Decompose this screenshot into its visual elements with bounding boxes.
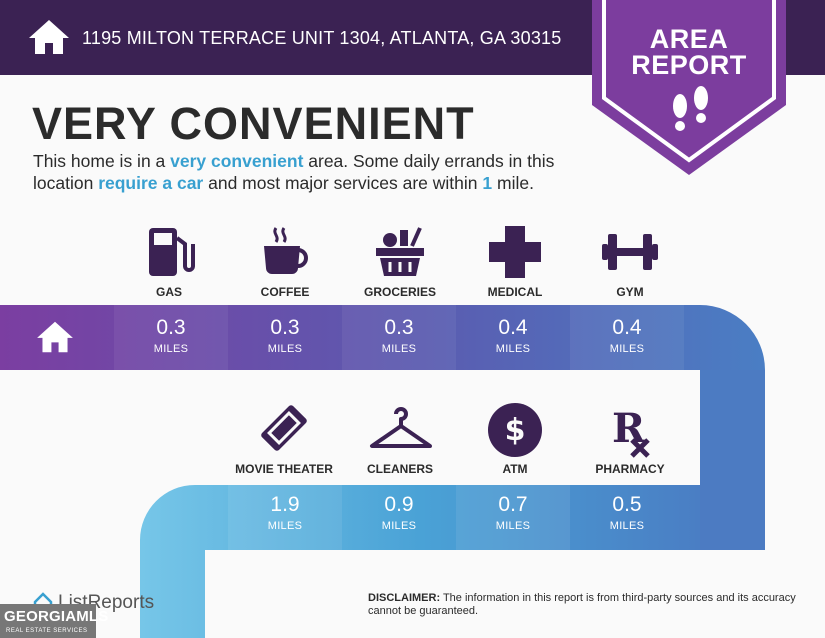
amenity-label-medical: MEDICAL	[487, 285, 543, 299]
home-icon	[29, 20, 69, 54]
amenity-label-atm: ATM	[502, 462, 528, 476]
highlight-convenience: very convenient	[170, 151, 304, 171]
dumbbell-icon	[602, 234, 658, 270]
amenity-label-gas: GAS	[155, 285, 182, 299]
distance-gym: 0.4 MILES	[609, 316, 645, 356]
convenience-description: This home is in a very convenient area. …	[33, 151, 555, 193]
highlight-car: require a car	[98, 173, 204, 193]
distance-gas: 0.3 MILES	[153, 316, 189, 356]
footprints-icon	[673, 86, 708, 131]
distance-groceries: 0.3 MILES	[381, 316, 417, 356]
distance-atm: 0.7 MILES	[495, 493, 531, 533]
medical-cross-icon	[489, 226, 541, 278]
movie-ticket-icon	[261, 405, 307, 451]
amenity-label-groceries: GROCERIES	[363, 285, 436, 299]
convenience-title: VERY CONVENIENT	[32, 98, 475, 149]
coffee-cup-icon	[264, 227, 308, 274]
amenity-label-pharmacy: PHARMACY	[595, 462, 665, 476]
highlight-distance: 1	[482, 173, 493, 193]
amenity-label-movie-theater: MOVIE THEATER	[235, 462, 333, 476]
road-path-graphic	[0, 305, 765, 638]
distance-coffee: 0.3 MILES	[267, 316, 303, 356]
gas-pump-icon	[149, 228, 195, 276]
distance-cleaners: 0.9 MILES	[381, 493, 417, 533]
area-report-badge	[592, 0, 786, 175]
dollar-icon: $	[488, 403, 542, 457]
badge-line-2: REPORT	[631, 50, 747, 80]
hanger-icon	[370, 407, 432, 448]
distance-medical: 0.4 MILES	[495, 316, 531, 356]
amenity-label-gym: GYM	[616, 285, 644, 299]
amenity-label-coffee: COFFEE	[260, 285, 310, 299]
property-address: 1195 MILTON TERRACE UNIT 1304, ATLANTA, …	[82, 28, 562, 48]
georgia-mls-logo: GEORGIAMLS REAL ESTATE SERVICES	[0, 604, 108, 638]
grocery-basket-icon	[376, 227, 424, 276]
home-row-icon	[37, 321, 73, 353]
distance-movie-theater: 1.9 MILES	[267, 493, 303, 533]
amenity-label-cleaners: CLEANERS	[366, 462, 433, 476]
badge-line-1: AREA	[649, 24, 729, 54]
disclaimer: DISCLAIMER: The information in this repo…	[368, 592, 796, 617]
svg-text:$: $	[505, 413, 526, 448]
distance-pharmacy: 0.5 MILES	[609, 493, 645, 533]
rx-icon: R	[612, 405, 650, 458]
